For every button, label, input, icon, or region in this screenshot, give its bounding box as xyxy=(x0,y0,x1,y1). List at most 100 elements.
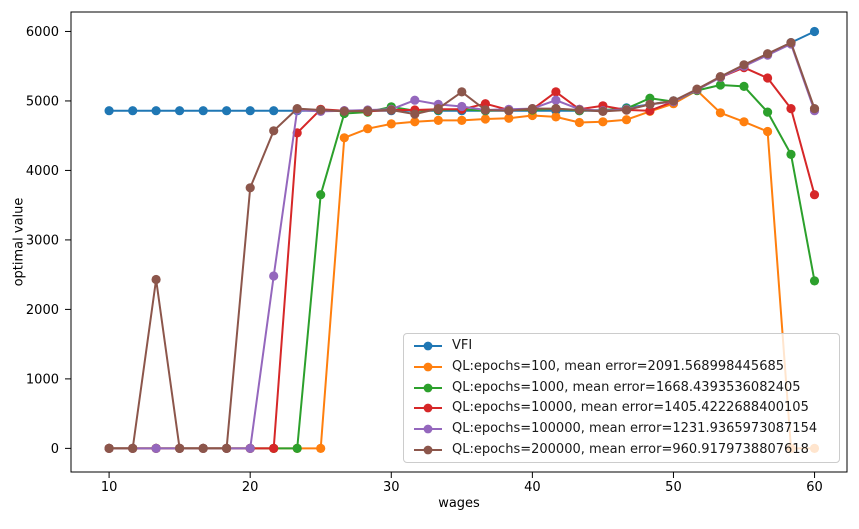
data-point xyxy=(715,108,726,118)
data-point xyxy=(457,115,467,125)
axes-frame xyxy=(70,11,848,473)
data-point xyxy=(809,190,820,200)
data-point xyxy=(269,126,279,136)
data-point xyxy=(316,443,326,453)
data-point xyxy=(786,104,796,114)
series-line-5 xyxy=(104,38,820,453)
data-point xyxy=(598,117,608,127)
legend-line-marker-icon xyxy=(414,403,442,413)
legend-label: QL:epochs=10000, mean error=1405.4222688… xyxy=(452,400,809,416)
data-point xyxy=(739,60,749,70)
y-tick-label: 5000 xyxy=(26,94,59,109)
data-point xyxy=(292,104,302,114)
data-point xyxy=(621,105,632,115)
legend: VFI QL:epochs=100, mean error=2091.568998… xyxy=(403,333,840,463)
data-point xyxy=(457,87,467,97)
legend-line-marker-icon xyxy=(414,445,442,455)
data-point xyxy=(269,271,279,281)
data-point xyxy=(339,106,349,116)
legend-item-5: QL:epochs=200000, mean error=960.9179738… xyxy=(413,440,830,460)
data-point xyxy=(715,80,726,90)
data-point xyxy=(292,443,302,453)
data-point xyxy=(457,101,467,112)
data-point xyxy=(692,84,702,94)
data-point xyxy=(245,106,255,116)
data-point xyxy=(786,149,796,159)
y-tick-label: 6000 xyxy=(26,25,59,40)
x-tick-label: 10 xyxy=(101,480,118,495)
data-point xyxy=(645,99,655,109)
legend-item-2: QL:epochs=1000, mean error=1668.43935360… xyxy=(413,378,830,398)
data-point xyxy=(480,105,490,115)
data-point xyxy=(574,105,585,115)
data-point xyxy=(386,119,396,129)
data-point xyxy=(551,87,561,97)
data-point xyxy=(316,190,326,200)
data-point xyxy=(809,104,820,114)
data-point xyxy=(551,95,561,105)
data-point xyxy=(198,106,208,116)
data-point xyxy=(410,95,420,105)
data-point xyxy=(433,115,443,125)
data-point xyxy=(128,443,138,453)
data-point xyxy=(151,106,161,116)
data-point xyxy=(645,106,655,116)
data-point xyxy=(222,106,232,116)
y-tick-label: 3000 xyxy=(26,233,59,248)
data-point xyxy=(527,104,538,114)
data-point xyxy=(480,114,490,124)
legend-label: QL:epochs=1000, mean error=1668.43935360… xyxy=(452,379,801,395)
legend-label: QL:epochs=200000, mean error=960.9179738… xyxy=(452,441,809,457)
x-tick-label: 50 xyxy=(665,480,682,495)
data-point xyxy=(410,109,420,119)
y-tick-label: 4000 xyxy=(26,164,59,179)
x-tick-label: 20 xyxy=(242,480,259,495)
data-point xyxy=(763,126,773,137)
data-point xyxy=(786,38,796,48)
y-tick-label: 0 xyxy=(51,442,59,457)
data-point xyxy=(433,104,443,114)
data-point xyxy=(574,117,585,128)
data-point xyxy=(175,443,185,453)
data-point xyxy=(504,106,514,116)
data-point xyxy=(198,443,208,453)
data-point xyxy=(715,72,726,82)
y-tick-label: 1000 xyxy=(26,372,59,387)
data-point xyxy=(151,274,161,285)
data-point xyxy=(339,133,349,143)
data-point xyxy=(621,115,632,125)
legend-label: QL:epochs=100, mean error=2091.568998445… xyxy=(452,358,785,374)
data-point xyxy=(551,104,561,114)
data-point xyxy=(504,113,514,123)
data-point xyxy=(316,105,326,115)
data-point xyxy=(269,443,279,453)
legend-line-marker-icon xyxy=(414,424,442,434)
legend-line-marker-icon xyxy=(414,383,442,393)
legend-line-marker-icon xyxy=(414,362,442,372)
data-point xyxy=(128,106,138,116)
legend-label: QL:epochs=100000, mean error=1231.936597… xyxy=(452,420,818,436)
data-point xyxy=(363,124,373,134)
legend-item-4: QL:epochs=100000, mean error=1231.936597… xyxy=(413,419,830,439)
data-point xyxy=(222,443,232,453)
data-point xyxy=(104,443,114,453)
x-tick-label: 30 xyxy=(383,480,400,495)
data-point xyxy=(175,106,185,116)
legend-item-0: VFI xyxy=(413,336,830,356)
data-point xyxy=(763,107,773,117)
data-point xyxy=(739,117,749,127)
data-point xyxy=(598,106,608,116)
data-point xyxy=(386,105,396,115)
y-axis-label: optimal value xyxy=(11,197,27,287)
data-point xyxy=(269,106,279,116)
data-point xyxy=(739,81,749,91)
data-point xyxy=(104,106,114,116)
data-point xyxy=(480,99,490,109)
data-point xyxy=(763,49,773,59)
legend-line-marker-icon xyxy=(414,341,442,351)
legend-item-1: QL:epochs=100, mean error=2091.568998445… xyxy=(413,357,830,377)
data-point xyxy=(363,106,373,116)
data-point xyxy=(763,73,773,83)
x-axis-label: wages xyxy=(438,496,480,511)
